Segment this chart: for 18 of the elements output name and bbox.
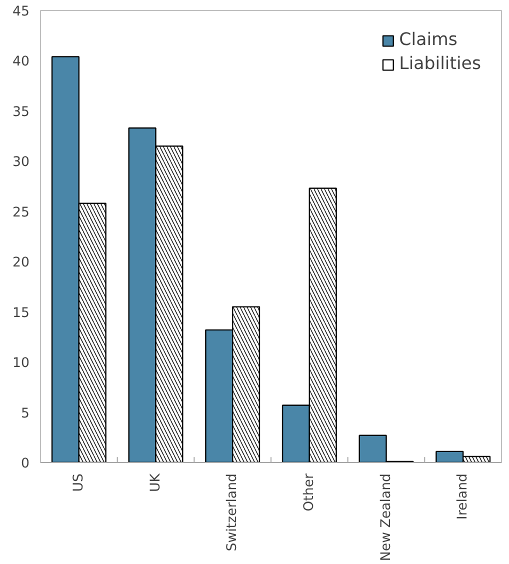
x-tick-label: Other — [302, 472, 317, 512]
y-tick-label: 0 — [21, 456, 30, 472]
x-tick-label: Ireland — [456, 473, 471, 520]
x-tick-label: UK — [148, 472, 164, 492]
legend-label: Liabilities — [399, 54, 481, 74]
y-tick-label: 5 — [21, 406, 30, 422]
y-tick-label: 10 — [12, 356, 30, 372]
y-tick-label: 25 — [12, 205, 30, 220]
y-tick-label: 45 — [12, 4, 30, 20]
x-tick-label: US — [71, 473, 86, 492]
x-tick-label: New Zealand — [378, 473, 394, 562]
y-tick-label: 40 — [12, 54, 30, 70]
x-tick-label: Switzerland — [225, 473, 240, 552]
y-tick-label: 15 — [12, 306, 30, 321]
y-tick-label: 30 — [12, 155, 30, 170]
legend-label: Claims — [399, 30, 458, 50]
y-tick-label: 20 — [12, 256, 30, 271]
y-tick-label: 35 — [12, 104, 30, 120]
